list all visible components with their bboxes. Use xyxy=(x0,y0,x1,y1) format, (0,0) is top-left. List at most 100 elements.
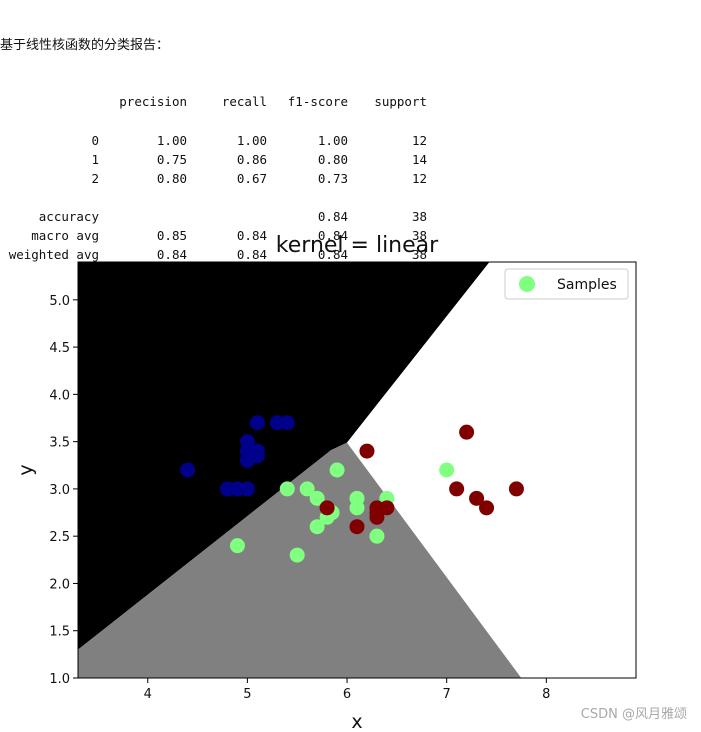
report-cell: 2 xyxy=(91,170,99,186)
sample-point-class-0 xyxy=(239,434,255,450)
report-cell: 0.73 xyxy=(317,170,348,186)
decision-region-class-0 xyxy=(78,262,490,650)
report-cell xyxy=(0,188,99,207)
report-cell: 0.80 xyxy=(156,170,187,186)
report-cell: support xyxy=(374,94,427,110)
x-tick-label: 8 xyxy=(542,687,550,702)
report-cell: 0.84 xyxy=(317,228,348,244)
sample-point-class-2 xyxy=(479,500,495,516)
report-row: macro avg 0.85 0.84 0.84 38 xyxy=(0,226,427,245)
report-cell: 0.84 xyxy=(156,247,187,263)
sample-point-class-1 xyxy=(279,481,295,497)
legend-label: Samples xyxy=(557,277,617,293)
y-axis: 1.0 1.5 2.0 2.5 3.0 3.5 4.0 4.5 5.0 xyxy=(49,294,78,687)
report-header-row: precision recall f1-score support xyxy=(0,92,427,111)
legend: Samples xyxy=(504,268,629,300)
y-tick-label: 5.0 xyxy=(49,294,70,309)
chart-title: kernel = linear xyxy=(276,233,439,258)
plot-frame xyxy=(77,261,637,679)
classification-report: 基于线性核函数的分类报告： precision recall f1-score sup… xyxy=(0,0,427,283)
report-cell: 38 xyxy=(411,208,427,224)
sample-point-class-1 xyxy=(439,462,455,478)
sample-point-class-2 xyxy=(359,443,375,459)
x-tick-label: 7 xyxy=(443,687,451,702)
report-cell: 1.00 xyxy=(317,132,348,148)
report-cell: 0.84 xyxy=(317,247,348,263)
legend-marker xyxy=(519,276,535,292)
report-cell xyxy=(99,188,187,207)
y-tick-label: 4.0 xyxy=(49,388,70,403)
report-cell: 0.84 xyxy=(317,208,348,224)
report-cell: 1.00 xyxy=(156,132,187,148)
x-tick-label: 6 xyxy=(343,687,351,702)
report-cell: f1-score xyxy=(287,94,348,110)
report-cell: 38 xyxy=(411,247,427,263)
report-cell: 0.84 xyxy=(236,247,267,263)
y-tick-label: 2.5 xyxy=(49,530,70,545)
report-cell xyxy=(0,92,99,111)
sample-point-class-0 xyxy=(249,448,265,464)
report-cell: 38 xyxy=(411,228,427,244)
sample-point-class-1 xyxy=(309,519,325,535)
sample-point-class-1 xyxy=(309,490,325,506)
report-cell: weighted avg xyxy=(8,247,99,263)
y-tick-label: 3.5 xyxy=(49,436,70,451)
sample-point-class-2 xyxy=(369,505,385,521)
y-tick-label: 3.0 xyxy=(49,483,70,498)
sample-point-class-0 xyxy=(249,415,265,431)
report-cell: 12 xyxy=(411,170,427,186)
report-cell: recall xyxy=(221,94,267,110)
sample-point-class-1 xyxy=(229,538,245,554)
sample-point-class-1 xyxy=(369,528,385,544)
report-spacer xyxy=(0,111,427,130)
report-row xyxy=(0,188,427,207)
report-cell: 1 xyxy=(91,151,99,167)
report-row: 2 0.80 0.67 0.73 12 xyxy=(0,169,427,188)
report-row: 1 0.75 0.86 0.80 14 xyxy=(0,150,427,169)
report-row: accuracy 0.84 38 xyxy=(0,207,427,226)
x-axis: 4 5 6 7 8 xyxy=(144,678,550,702)
y-tick-label: 4.5 xyxy=(49,341,70,356)
report-cell: 0.80 xyxy=(317,151,348,167)
report-cell: 0.75 xyxy=(156,151,187,167)
watermark: CSDN @风月雅颂 xyxy=(580,707,687,722)
sample-point-class-2 xyxy=(349,519,365,535)
sample-point-class-2 xyxy=(319,500,335,516)
report-cell: 0.86 xyxy=(236,151,267,167)
sample-point-class-1 xyxy=(299,481,315,497)
report-cell: 0.67 xyxy=(236,170,267,186)
report-cell: 0.85 xyxy=(156,228,187,244)
sample-point-class-0 xyxy=(239,481,255,497)
report-cell xyxy=(348,188,427,207)
report-cell: 0.84 xyxy=(236,228,267,244)
report-title: 基于线性核函数的分类报告： xyxy=(0,38,170,54)
report-cell: 12 xyxy=(411,132,427,148)
sample-point-class-0 xyxy=(279,415,295,431)
sample-point-class-1 xyxy=(349,500,365,516)
sample-point-class-2 xyxy=(459,424,475,440)
y-tick-label: 1.5 xyxy=(49,625,70,640)
report-cell: accuracy xyxy=(38,208,99,224)
sample-point-class-2 xyxy=(449,481,465,497)
sample-point-class-1 xyxy=(289,547,305,563)
decision-regions xyxy=(78,262,636,678)
report-cell: 1.00 xyxy=(236,132,267,148)
sample-point-class-1 xyxy=(329,462,345,478)
sample-point-class-2 xyxy=(469,490,485,506)
x-tick-label: 4 xyxy=(144,687,152,702)
decision-boundary-chart: kernel = linear 4 5 6 7 8 1.0 1.5 2.0 2.5 3.0 3.5… xyxy=(15,233,637,732)
report-row: 0 1.00 1.00 1.00 12 xyxy=(0,131,427,150)
y-axis-label: y xyxy=(15,464,37,475)
report-cell: macro avg xyxy=(31,228,99,244)
y-tick-label: 2.0 xyxy=(49,577,70,592)
report-row: weighted avg 0.84 0.84 0.84 38 xyxy=(0,245,427,264)
report-cell: precision xyxy=(119,94,187,110)
report-cell: 14 xyxy=(411,151,427,167)
x-axis-label: x xyxy=(351,711,362,732)
legend-box xyxy=(504,268,629,300)
sample-point-class-2 xyxy=(508,481,524,497)
sample-point-class-0 xyxy=(180,462,196,478)
x-tick-label: 5 xyxy=(243,687,251,702)
decision-region-class-2 xyxy=(347,262,636,678)
y-tick-label: 1.0 xyxy=(49,672,70,687)
